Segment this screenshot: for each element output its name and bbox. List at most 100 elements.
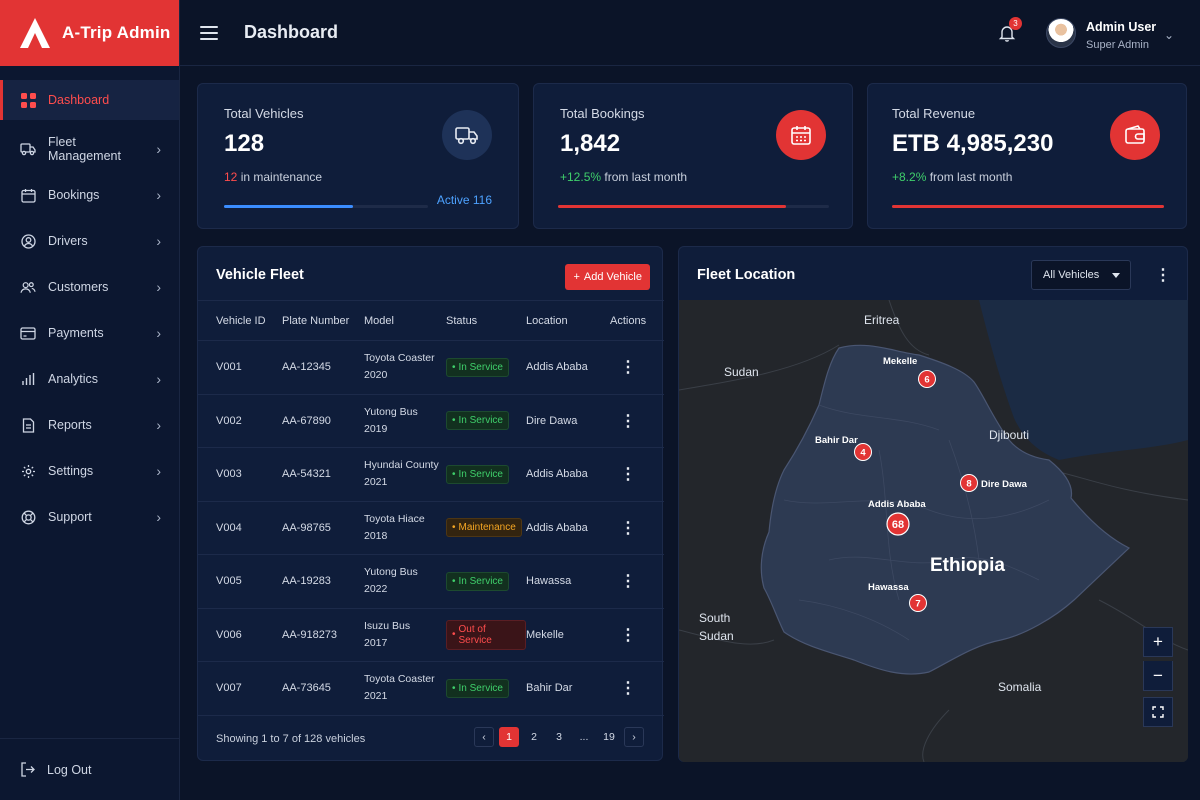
user-name[interactable]: Admin User: [1086, 20, 1157, 34]
logout-button[interactable]: Log Out: [0, 738, 180, 800]
vehicle-model: Toyota Hiace 2018: [364, 501, 446, 555]
stat-label: Total Revenue: [892, 106, 976, 121]
marker-count: 7: [915, 599, 920, 610]
plate-number: AA-98765: [282, 501, 364, 555]
vehicle-location: Addis Ababa: [526, 501, 610, 555]
vehicle-id: V001: [198, 340, 282, 395]
column-header: Vehicle ID: [198, 300, 282, 341]
stat-card-bookings: Total Bookings 1,842 +12.5% from last mo…: [533, 83, 853, 229]
sidebar-item-support[interactable]: Support ›: [0, 494, 179, 540]
status-cell: • Out of Service: [446, 608, 526, 662]
bar-chart-icon: [20, 371, 36, 387]
vehicle-model: Yutong Bus 2019: [364, 394, 446, 448]
plate-number: AA-12345: [282, 340, 364, 395]
status-badge: • Maintenance: [446, 518, 522, 538]
map-marker-bahir-dar[interactable]: Bahir Dar 4: [815, 435, 872, 461]
calendar-icon: [20, 187, 36, 203]
map-marker-mekelle[interactable]: Mekelle 6: [883, 356, 936, 388]
add-vehicle-button[interactable]: + Add Vehicle: [565, 264, 650, 290]
stat-value: ETB 4,985,230: [892, 130, 1054, 157]
country-label: Ethiopia: [930, 555, 1005, 576]
menu-icon[interactable]: [200, 25, 218, 40]
sidebar-item-analytics[interactable]: Analytics ›: [0, 356, 179, 402]
sidebar-item-settings[interactable]: Settings ›: [0, 448, 179, 494]
sidebar-item-label: Fleet Management: [48, 135, 121, 163]
more-options-icon[interactable]: ⋮: [620, 359, 636, 377]
map-marker-addis-ababa[interactable]: Addis Ababa 68: [868, 499, 926, 536]
brand[interactable]: A-Trip Admin: [0, 0, 179, 66]
plate-number: AA-73645: [282, 661, 364, 716]
fullscreen-button[interactable]: [1143, 697, 1173, 727]
map-marker-hawassa[interactable]: Hawassa 7: [868, 582, 927, 612]
panel-title: Vehicle Fleet: [216, 267, 304, 283]
sidebar-item-bookings[interactable]: Bookings ›: [0, 172, 179, 218]
lifebuoy-icon: [20, 509, 36, 525]
truck-icon: [20, 141, 36, 157]
more-options-icon[interactable]: ⋮: [620, 680, 636, 698]
column-header: Actions: [610, 300, 664, 341]
page-button[interactable]: 2: [531, 731, 537, 743]
more-options-icon[interactable]: ⋮: [620, 573, 636, 591]
country-label: South: [699, 611, 730, 625]
grid-icon: [20, 92, 36, 108]
fullscreen-icon: [1152, 706, 1164, 718]
sidebar-item-label: Analytics: [48, 372, 99, 386]
vehicle-id: V003: [198, 447, 282, 502]
next-page-button[interactable]: ›: [624, 727, 644, 747]
table-row[interactable]: V002 AA-67890 Yutong Bus 2019 • In Servic…: [198, 394, 664, 448]
page-button[interactable]: 1: [499, 727, 519, 747]
maintenance-text: in maintenance: [240, 170, 323, 184]
prev-page-button[interactable]: ‹: [474, 727, 494, 747]
vehicle-filter-select[interactable]: All Vehicles: [1031, 260, 1131, 290]
plate-number: AA-19283: [282, 554, 364, 609]
chevron-right-icon: ›: [156, 417, 161, 433]
map[interactable]: Eritrea Sudan Djibouti Ethiopia South Su…: [679, 300, 1188, 762]
map-marker-dire-dawa[interactable]: 8 Dire Dawa: [960, 474, 1028, 492]
page-button[interactable]: 19: [603, 731, 615, 743]
sidebar-item-label: Settings: [48, 464, 94, 478]
table-row[interactable]: V006 AA-918273 Isuzu Bus 2017 • Out of Se…: [198, 608, 664, 662]
table-row[interactable]: V001 AA-12345 Toyota Coaster 2020 • In Se…: [198, 340, 664, 395]
logout-label: Log Out: [47, 762, 92, 777]
sidebar-item-reports[interactable]: Reports ›: [0, 402, 179, 448]
zoom-out-button[interactable]: −: [1143, 661, 1173, 691]
stat-sub: 12 in maintenance: [224, 170, 322, 184]
caret-down-icon: [1112, 273, 1120, 278]
more-options-icon[interactable]: ⋮: [620, 519, 636, 537]
table-row[interactable]: V003 AA-54321 Hyundai County 2021 • In Se…: [198, 447, 664, 502]
ethiopia-region: [760, 344, 1131, 675]
vehicle-model: Toyota Coaster 2021: [364, 661, 446, 716]
change-text: from last month: [929, 170, 1013, 184]
change-value: +8.2%: [892, 170, 927, 184]
vehicle-model: Yutong Bus 2022: [364, 554, 446, 609]
more-options-icon[interactable]: ⋮: [620, 466, 636, 484]
sidebar-item-dashboard[interactable]: Dashboard: [0, 80, 179, 120]
plus-icon: +: [573, 271, 580, 283]
sidebar-item-payments[interactable]: Payments ›: [0, 310, 179, 356]
sidebar-item-label: Support: [48, 510, 92, 524]
table-row[interactable]: V007 AA-73645 Toyota Coaster 2021 • In Se…: [198, 661, 664, 716]
sidebar-item-label: Reports: [48, 418, 92, 432]
table-row[interactable]: V005 AA-19283 Yutong Bus 2022 • In Servic…: [198, 554, 664, 609]
marker-count: 4: [860, 448, 866, 459]
sidebar-item-fleet-management[interactable]: Fleet Management ›: [0, 126, 179, 172]
calendar-icon: [776, 110, 826, 160]
sidebar-item-label: Drivers: [48, 234, 88, 248]
more-options-icon[interactable]: ⋮: [620, 626, 636, 644]
country-label: Djibouti: [989, 428, 1029, 442]
sidebar-item-drivers[interactable]: Drivers ›: [0, 218, 179, 264]
notification-badge: 3: [1009, 17, 1022, 30]
chevron-down-icon[interactable]: ⌄: [1164, 28, 1175, 42]
zoom-in-button[interactable]: +: [1143, 627, 1173, 657]
bell-icon[interactable]: [998, 24, 1016, 42]
change-text: from last month: [604, 170, 688, 184]
more-options-icon[interactable]: ⋮: [620, 412, 636, 430]
vehicle-model: Isuzu Bus 2017: [364, 608, 446, 662]
marker-count: 6: [924, 375, 929, 386]
page-button[interactable]: 3: [556, 731, 562, 743]
stat-sub: +12.5% from last month: [560, 170, 687, 184]
more-options-icon[interactable]: ⋮: [1155, 267, 1171, 284]
sidebar-item-customers[interactable]: Customers ›: [0, 264, 179, 310]
avatar[interactable]: [1046, 18, 1076, 48]
table-row[interactable]: V004 AA-98765 Toyota Hiace 2018 • Mainten…: [198, 501, 664, 555]
